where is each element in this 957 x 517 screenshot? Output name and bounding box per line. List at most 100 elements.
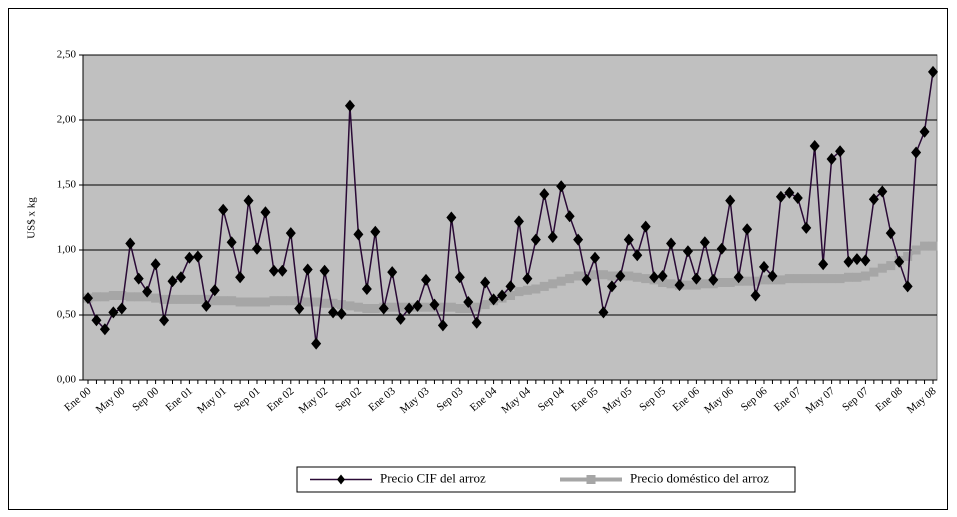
data-point (353, 228, 364, 241)
data-point (344, 99, 355, 112)
data-point (193, 294, 203, 304)
data-point (911, 245, 921, 255)
data-point (598, 270, 608, 280)
data-point (548, 279, 558, 289)
data-point (624, 271, 634, 281)
data-point (395, 312, 406, 325)
y-tick-label: 1,00 (57, 244, 77, 256)
data-point (294, 302, 305, 315)
data-point (370, 225, 381, 238)
data-point (488, 293, 499, 306)
data-point (302, 263, 313, 276)
data-point (792, 192, 803, 204)
data-point (269, 296, 279, 306)
data-point (641, 274, 651, 284)
data-point (801, 221, 812, 234)
data-point (750, 289, 761, 302)
data-point (801, 274, 811, 284)
data-point (91, 292, 101, 302)
data-point (218, 296, 228, 306)
data-point (522, 272, 533, 285)
y-tick-label: 0,00 (57, 374, 77, 386)
data-point (108, 306, 119, 319)
data-point (928, 65, 938, 78)
data-point (539, 188, 550, 201)
data-point (683, 280, 693, 290)
data-point (725, 194, 736, 207)
data-point (497, 289, 508, 302)
data-point (539, 281, 549, 291)
data-point (108, 291, 118, 300)
data-point (623, 233, 634, 246)
data-point (911, 146, 922, 159)
data-point (480, 300, 490, 310)
data-point (513, 215, 524, 228)
data-point (260, 297, 270, 307)
data-point (362, 304, 372, 313)
data-point (640, 220, 651, 233)
data-point (919, 125, 930, 138)
data-point (742, 223, 753, 236)
data-point (691, 280, 701, 290)
data-point (421, 302, 431, 312)
data-point (454, 271, 465, 284)
data-point (573, 233, 584, 246)
data-point (286, 296, 296, 306)
data-point (134, 292, 144, 302)
data-point (99, 323, 110, 336)
data-point (868, 193, 879, 206)
data-point (471, 316, 482, 329)
data-point (751, 276, 761, 286)
data-point (227, 296, 237, 306)
data-point (556, 276, 566, 286)
data-point (328, 306, 339, 319)
data-point (615, 270, 626, 282)
legend-marker (337, 474, 345, 485)
data-point (192, 250, 203, 263)
data-point (294, 296, 304, 306)
data-point (903, 252, 913, 261)
data-point (818, 258, 829, 271)
data-point (277, 264, 288, 277)
data-point (632, 249, 643, 262)
data-point (725, 278, 735, 287)
data-point (168, 294, 177, 304)
data-point (809, 140, 820, 152)
data-point (691, 272, 702, 285)
data-point (353, 302, 363, 312)
data-point (91, 314, 102, 327)
data-point (556, 180, 567, 193)
data-point (682, 245, 693, 258)
data-point (151, 293, 161, 303)
data-point (167, 275, 178, 288)
data-point (209, 284, 220, 297)
data-point (472, 302, 482, 312)
data-point (793, 274, 803, 284)
data-point (598, 306, 609, 319)
data-point (150, 258, 161, 271)
data-point (835, 274, 845, 284)
data-point (843, 255, 854, 268)
data-point (852, 272, 862, 282)
data-point (666, 237, 677, 250)
data-point (345, 301, 355, 311)
y-tick-label: 2,00 (57, 114, 77, 126)
data-point (311, 297, 321, 307)
data-point (810, 274, 820, 284)
data-point (851, 253, 862, 266)
data-point (235, 297, 245, 307)
data-point (776, 275, 786, 285)
data-point (311, 337, 322, 350)
data-point (117, 291, 127, 300)
data-point (125, 292, 135, 302)
data-point (159, 294, 169, 304)
data-point (506, 291, 515, 300)
legend-marker (586, 475, 596, 484)
data-point (522, 285, 532, 295)
data-point (928, 241, 938, 251)
data-point (159, 314, 170, 327)
data-point (252, 242, 262, 255)
y-tick-label: 0,50 (57, 309, 77, 321)
data-point (581, 273, 592, 286)
data-point (218, 203, 229, 216)
